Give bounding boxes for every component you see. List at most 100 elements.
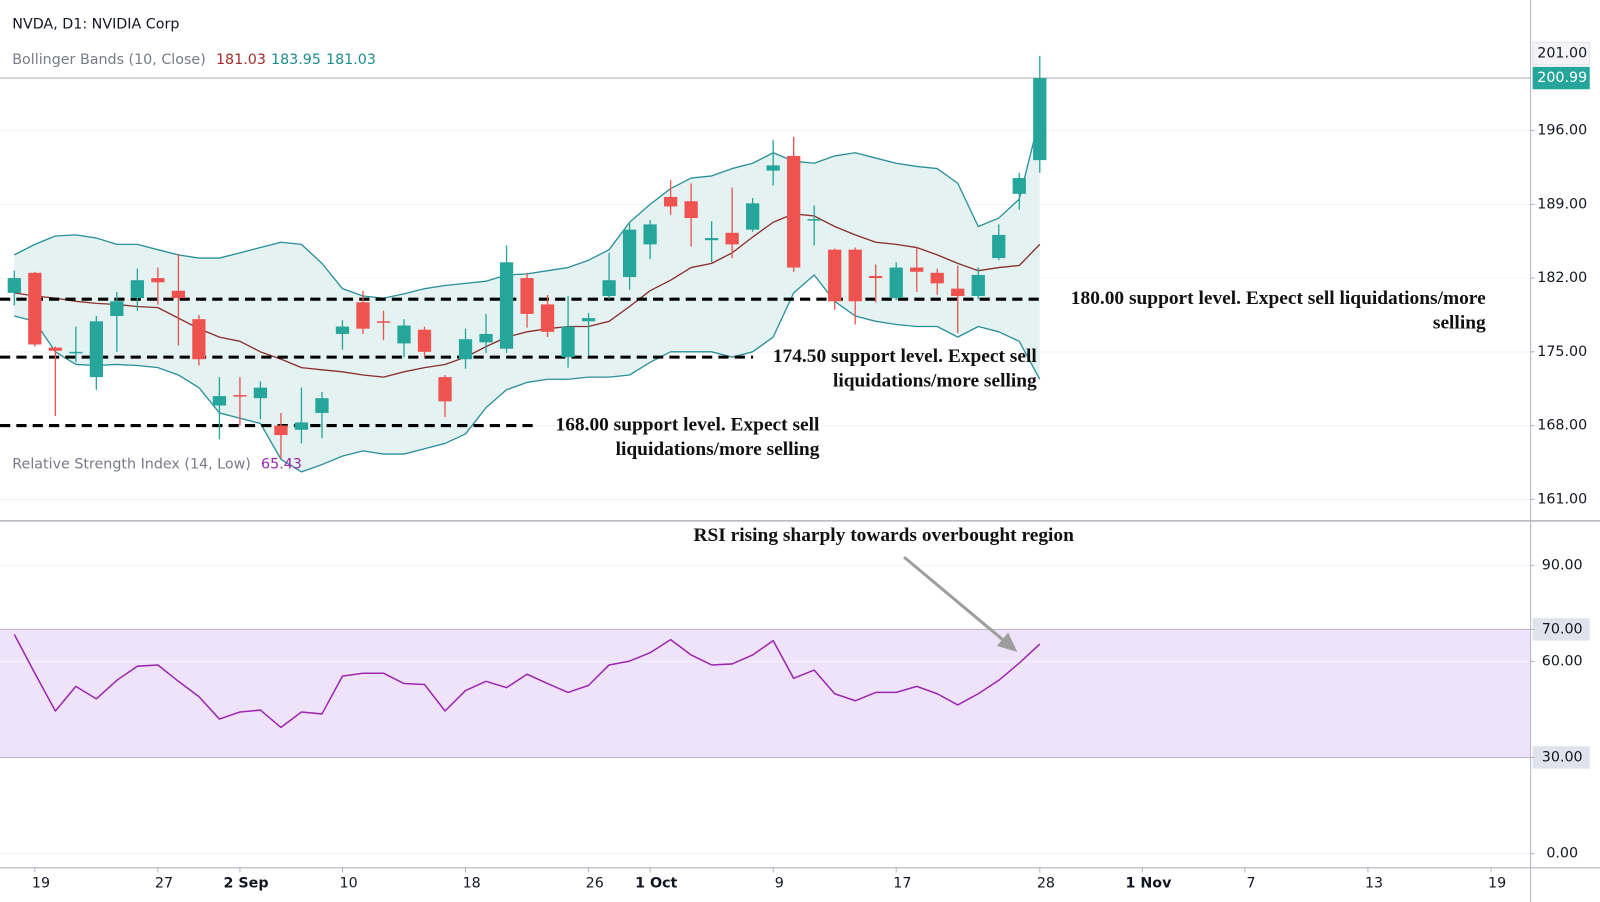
candle-body — [889, 267, 903, 299]
candle-body — [787, 155, 801, 268]
candle-body — [28, 272, 42, 345]
candle-body — [848, 249, 862, 302]
candle-body — [397, 325, 411, 344]
rsi-arrow-head — [996, 632, 1018, 653]
y-tick-label: 189.00 — [1537, 196, 1587, 212]
candle-body — [951, 288, 965, 297]
x-tick-label: 28 — [1037, 876, 1055, 892]
x-tick-label: 27 — [155, 876, 173, 892]
candle-body — [130, 280, 145, 299]
candle-body — [828, 249, 842, 302]
candle-body — [602, 280, 616, 297]
candle-body — [746, 203, 760, 230]
support-note: 174.50 support level. Expect sell liquid… — [772, 345, 1037, 392]
x-tick-label: 19 — [32, 876, 50, 892]
candle-body — [705, 238, 719, 241]
candle-body — [971, 274, 985, 297]
candle-body — [910, 267, 924, 272]
rsi-legend-title: Relative Strength Index (14, Low) — [12, 456, 251, 472]
x-tick-label: 18 — [463, 876, 481, 892]
y-tick-label: 30.00 — [1542, 749, 1583, 765]
candle-body — [253, 387, 268, 399]
x-tick-label: 26 — [586, 876, 604, 892]
candle-body — [622, 229, 637, 278]
rsi-arrow — [903, 555, 1006, 642]
y-tick-label: 90.00 — [1542, 557, 1583, 573]
candle-body — [992, 234, 1006, 259]
candle-body — [110, 301, 124, 317]
bb-legend-title: Bollinger Bands (10, Close) — [12, 52, 206, 68]
candle-body — [807, 219, 821, 221]
candle-body — [294, 422, 309, 430]
candle-body — [356, 302, 370, 329]
support-note: 180.00 support level. Expect sell liquid… — [1070, 287, 1486, 334]
y-tick-box — [1532, 618, 1590, 641]
support-note-box: 174.50 support level. Expect sell liquid… — [772, 345, 1037, 392]
x-tick-label: 1 Nov — [1125, 876, 1172, 892]
front-layer: 161.00 168.00 175.00 182.00 189.00 196.00 0.00… — [32, 41, 1591, 892]
candle-body — [233, 395, 247, 397]
candle-body — [930, 272, 944, 284]
candle-body — [581, 318, 596, 322]
bb-line — [14, 274, 1041, 473]
rsi-note-box: RSI rising sharply towards overbought re… — [693, 524, 1074, 546]
candle-body — [458, 339, 473, 360]
candle-body — [643, 224, 657, 245]
y-tick-label: 182.00 — [1537, 270, 1587, 286]
bb-legend-value: 181.03 — [326, 52, 376, 68]
x-tick-label: 9 — [775, 876, 784, 892]
bb-legend-value: 183.95 — [271, 52, 321, 68]
candle-body — [417, 329, 432, 352]
x-tick-label: 13 — [1365, 876, 1383, 892]
y-tick-label: 168.00 — [1537, 418, 1587, 434]
x-tick-label: 17 — [893, 876, 911, 892]
candle-body — [171, 290, 186, 299]
candle-body — [540, 304, 555, 332]
candle-body — [663, 196, 678, 207]
candle-body — [335, 326, 350, 334]
y-tick-label: 196.00 — [1537, 123, 1587, 139]
candle-body — [69, 351, 83, 354]
y-tick-label: 60.00 — [1542, 653, 1583, 669]
x-tick-label: 1 Oct — [635, 876, 677, 892]
x-tick-label: 19 — [1488, 876, 1506, 892]
rsi-line — [13, 634, 1041, 729]
x-tick-label: 7 — [1246, 876, 1255, 892]
candle-body — [1012, 178, 1026, 194]
candle-body — [7, 278, 21, 293]
candle-body — [89, 321, 103, 378]
candle-body — [869, 275, 883, 279]
candle-body — [151, 278, 165, 283]
candle-body — [561, 326, 575, 358]
high-box — [1532, 41, 1591, 66]
candle-body — [766, 165, 780, 171]
rsi-note: RSI rising sharply towards overbought re… — [693, 524, 1074, 546]
candle-body — [1033, 78, 1047, 161]
y-tick-label: 0.00 — [1546, 846, 1578, 862]
candle-body — [684, 201, 698, 219]
last-price-label: 200.99 — [1537, 70, 1587, 86]
y-tick-label: 70.00 — [1542, 621, 1583, 637]
x-tick-label: 2 Sep — [224, 876, 269, 892]
rsi-legend: Relative Strength Index (14, Low) 65.43 — [12, 456, 302, 472]
candle-body — [499, 262, 514, 349]
candle-body — [438, 377, 452, 402]
candle-body — [520, 278, 534, 314]
candle-body — [274, 425, 288, 436]
bb-line — [14, 213, 1041, 378]
bb-legend-value: 181.03 — [216, 52, 266, 68]
support-note: 168.00 support level. Expect sell liquid… — [555, 414, 820, 461]
mid-layer — [0, 55, 1531, 729]
candle-body — [376, 321, 391, 323]
x-tick-label: 10 — [340, 876, 358, 892]
y-tick-box — [1532, 746, 1590, 769]
back-layer — [0, 116, 1531, 855]
support-note-box: 168.00 support level. Expect sell liquid… — [555, 414, 820, 461]
chart-title: NVDA, D1: NVIDIA Corp — [12, 16, 179, 32]
bb-legend: Bollinger Bands (10, Close) 181.03 183.95 1… — [12, 52, 376, 68]
candle-body — [725, 232, 739, 245]
rsi-band — [0, 629, 1531, 758]
rsi-legend-value: 65.43 — [261, 456, 302, 472]
last-price-box — [1532, 66, 1590, 90]
candle-body — [212, 396, 227, 406]
